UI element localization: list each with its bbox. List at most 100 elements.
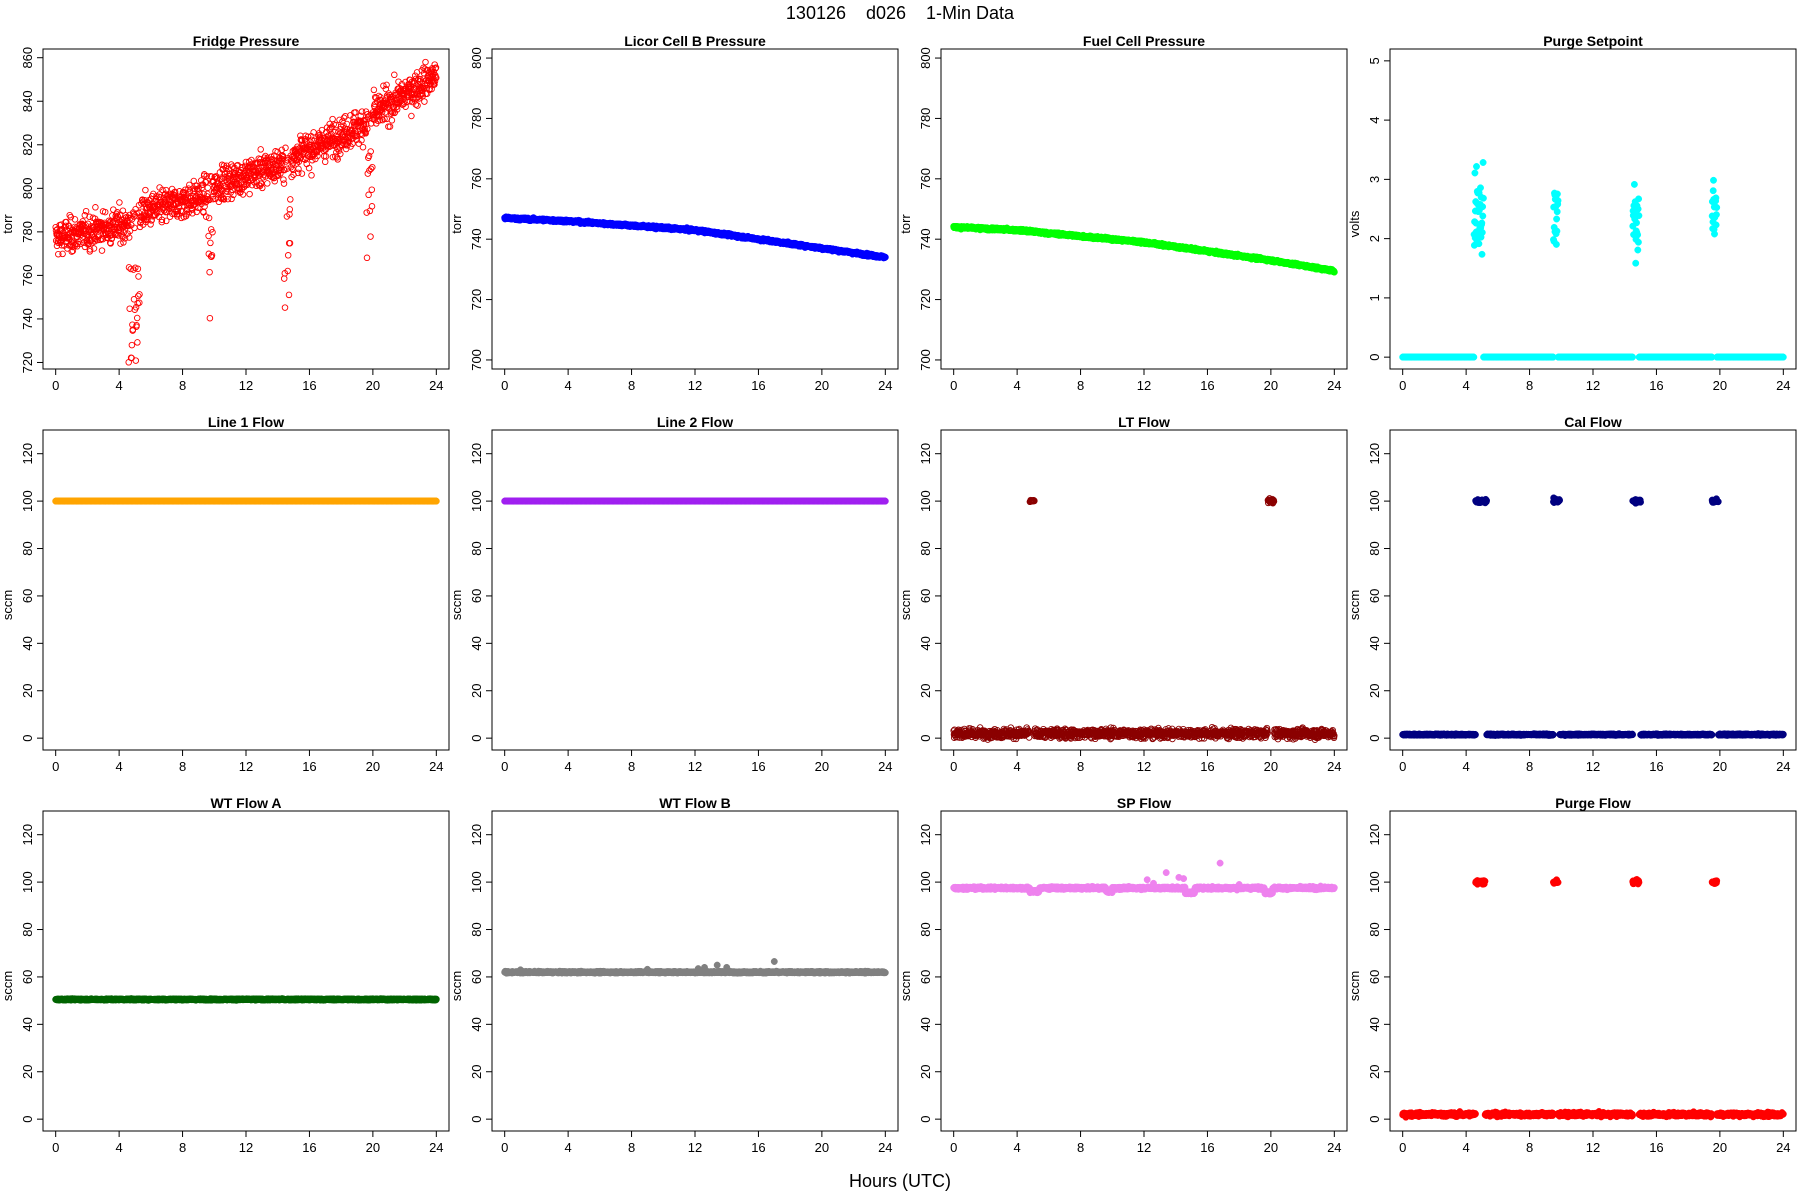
x-tick-label: 8: [1077, 378, 1084, 393]
y-tick-label: 740: [918, 228, 933, 250]
data-point: [280, 180, 288, 187]
y-tick-label: 760: [469, 168, 484, 190]
data-points: [501, 213, 889, 262]
data-point: [117, 240, 124, 247]
y-tick-label: 700: [469, 349, 484, 371]
x-tick-label: 0: [950, 378, 957, 393]
data-point: [59, 250, 66, 258]
x-tick-label: 24: [1776, 378, 1790, 393]
data-point: [257, 146, 264, 153]
data-point: [134, 265, 142, 273]
x-tick-label: 20: [815, 378, 829, 393]
x-tick-label: 24: [878, 378, 892, 393]
panel-title: Fuel Cell Pressure: [1083, 33, 1205, 49]
y-tick-label: 740: [469, 228, 484, 250]
y-axis-label: volts: [1347, 210, 1362, 237]
data-point: [298, 170, 306, 177]
y-tick-label: 0: [1367, 354, 1382, 361]
data-point: [133, 314, 141, 322]
x-tick-label: 8: [628, 378, 635, 393]
y-tick-label: 3: [1367, 176, 1382, 183]
data-point: [77, 240, 84, 248]
data-point: [108, 235, 116, 243]
y-tick-label: 2: [1367, 235, 1382, 242]
data-point: [391, 71, 398, 79]
data-point: [107, 218, 114, 225]
data-point: [368, 203, 376, 210]
y-tick-label: 780: [469, 108, 484, 130]
data-point: [1477, 184, 1484, 192]
y-tick-label: 760: [20, 265, 35, 287]
data-point: [134, 292, 142, 300]
data-point: [321, 158, 329, 166]
data-points: [52, 58, 440, 366]
y-tick-label: 700: [918, 349, 933, 371]
data-point: [1479, 203, 1487, 211]
data-point: [121, 235, 129, 242]
data-point: [421, 98, 428, 105]
data-point: [81, 212, 89, 219]
data-point: [368, 186, 376, 193]
data-point: [98, 247, 106, 254]
y-tick-label: 4: [1367, 116, 1382, 123]
data-point: [126, 227, 134, 235]
y-tick-label: 800: [918, 47, 933, 69]
y-tick-label: 1: [1367, 294, 1382, 301]
data-point: [1478, 250, 1486, 258]
data-point: [69, 247, 77, 255]
x-tick-label: 4: [1014, 378, 1021, 393]
data-point: [135, 209, 142, 216]
x-tick-label: 0: [501, 378, 508, 393]
data-point: [116, 199, 123, 206]
y-tick-label: 780: [918, 108, 933, 130]
x-tick-label: 16: [302, 378, 316, 393]
data-points: [950, 222, 1338, 276]
data-point: [285, 291, 293, 299]
data-point: [370, 86, 378, 94]
x-tick-label: 16: [1200, 378, 1214, 393]
y-tick-label: 720: [918, 289, 933, 311]
plot-frame: [491, 48, 899, 370]
x-tick-label: 12: [688, 378, 702, 393]
data-point: [128, 341, 136, 349]
data-point: [367, 165, 375, 173]
y-tick-label: 840: [20, 90, 35, 112]
data-point: [1479, 212, 1487, 220]
data-point: [86, 213, 93, 221]
data-point: [881, 253, 889, 261]
x-tick-label: 4: [565, 378, 572, 393]
x-tick-label: 0: [1399, 378, 1406, 393]
data-point: [365, 191, 372, 199]
y-axis-label: torr: [449, 214, 464, 234]
y-axis-label: torr: [898, 214, 913, 234]
data-point: [55, 250, 62, 258]
data-point: [142, 186, 149, 194]
data-point: [1478, 219, 1486, 227]
data-point: [280, 275, 288, 282]
data-point: [204, 184, 212, 192]
data-point: [132, 304, 140, 311]
data-point: [1475, 240, 1483, 248]
data-point: [264, 180, 271, 187]
data-point: [104, 226, 112, 233]
data-point: [305, 164, 313, 172]
data-point: [106, 219, 113, 226]
data-point: [125, 234, 133, 241]
y-tick-label: 820: [20, 134, 35, 156]
x-tick-label: 8: [179, 378, 186, 393]
x-tick-label: 12: [1137, 378, 1151, 393]
x-tick-label: 16: [751, 378, 765, 393]
plot-frame: [940, 48, 1348, 370]
data-point: [86, 246, 94, 253]
data-point: [367, 233, 374, 240]
data-point: [308, 172, 315, 179]
x-tick-label: 4: [1463, 378, 1470, 393]
y-tick-label: 760: [918, 168, 933, 190]
data-point: [1479, 194, 1487, 202]
data-point: [71, 216, 79, 223]
